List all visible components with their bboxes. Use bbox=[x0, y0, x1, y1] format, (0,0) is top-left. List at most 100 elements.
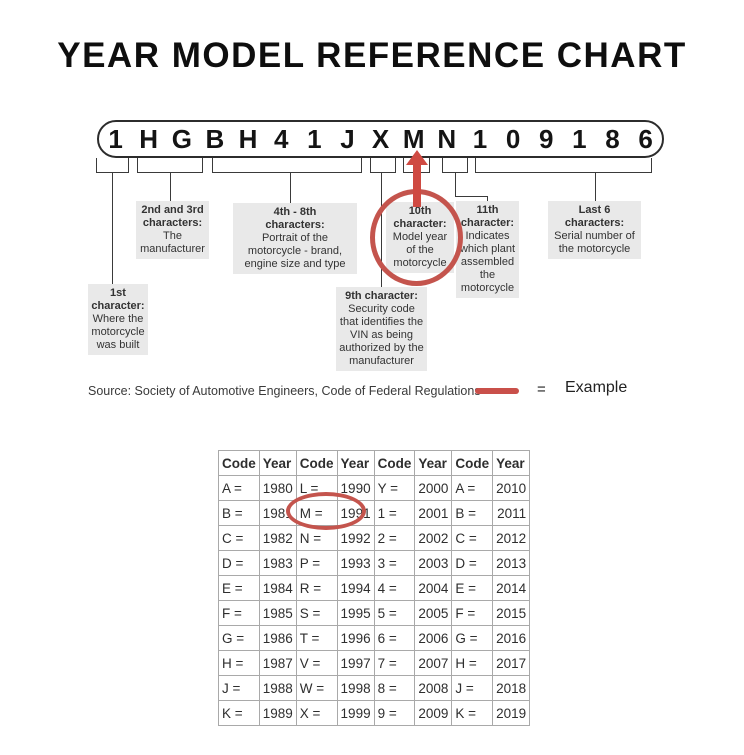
code-cell: 2 = bbox=[373, 525, 416, 551]
year-cell: 2012 bbox=[492, 525, 531, 551]
bracket-last-6 bbox=[475, 158, 652, 173]
label-body: Portrait of the motorcycle - brand, engi… bbox=[244, 232, 346, 270]
bracket-4th-8th bbox=[212, 158, 362, 173]
year-cell: 1985 bbox=[258, 600, 297, 626]
year-cell: 2005 bbox=[414, 600, 453, 626]
table-row: A = 1980 L = 1990 Y = 2000 A = 2010 bbox=[218, 475, 531, 501]
code-cell: T = bbox=[295, 625, 338, 651]
table-row: E = 1984 R = 1994 4 = 2004 E = 2014 bbox=[218, 575, 531, 601]
year-cell: 1992 bbox=[336, 525, 375, 551]
vin-character: 9 bbox=[538, 124, 554, 154]
year-cell: 2015 bbox=[492, 600, 531, 626]
code-cell: E = bbox=[451, 575, 494, 601]
year-cell: 2011 bbox=[492, 500, 531, 526]
vin-character: N bbox=[437, 124, 457, 154]
year-cell: 2006 bbox=[414, 625, 453, 651]
table-header-cell: Year bbox=[414, 450, 453, 476]
bracket-1st bbox=[96, 158, 129, 173]
year-cell: 1997 bbox=[336, 650, 375, 676]
year-cell: 1999 bbox=[336, 700, 375, 726]
connector-11th-elbow bbox=[455, 196, 488, 197]
example-line-swatch-icon bbox=[475, 388, 519, 394]
code-cell: 1 = bbox=[373, 500, 416, 526]
year-cell: 1983 bbox=[258, 550, 297, 576]
year-cell: 1980 bbox=[258, 475, 297, 501]
year-cell: 2013 bbox=[492, 550, 531, 576]
code-cell: A = bbox=[218, 475, 260, 501]
year-cell: 2007 bbox=[414, 650, 453, 676]
bracket-9th bbox=[370, 158, 396, 173]
code-cell: X = bbox=[295, 700, 338, 726]
code-cell: 3 = bbox=[373, 550, 416, 576]
label-box-4th-8th: 4th - 8th characters: Portrait of the mo… bbox=[233, 203, 357, 274]
year-cell: 1996 bbox=[336, 625, 375, 651]
connector-1st bbox=[112, 172, 113, 285]
label-box-9th: 9th character: Security code that identi… bbox=[336, 287, 427, 371]
code-cell: J = bbox=[218, 675, 260, 701]
vin-character: X bbox=[371, 124, 390, 154]
source-text: Source: Society of Automotive Engineers,… bbox=[88, 384, 481, 398]
connector-11th-vertical bbox=[455, 172, 456, 197]
code-cell: W = bbox=[295, 675, 338, 701]
code-cell: V = bbox=[295, 650, 338, 676]
label-heading: 1st character: bbox=[91, 287, 145, 312]
vin-character: 6 bbox=[638, 124, 653, 154]
vin-character: M bbox=[402, 124, 425, 154]
code-cell: 7 = bbox=[373, 650, 416, 676]
year-cell: 1984 bbox=[258, 575, 297, 601]
vin-character: 0 bbox=[505, 124, 521, 154]
year-cell: 1982 bbox=[258, 525, 297, 551]
year-cell: 1986 bbox=[258, 625, 297, 651]
vin-character: 4 bbox=[273, 124, 289, 154]
code-cell: B = bbox=[218, 500, 260, 526]
code-cell: A = bbox=[451, 475, 494, 501]
label-body: The manufacturer bbox=[140, 230, 205, 255]
table-row: H = 1987 V = 1997 7 = 2007 H = 2017 bbox=[218, 650, 531, 676]
code-cell: D = bbox=[451, 550, 494, 576]
year-cell: 2014 bbox=[492, 575, 531, 601]
table-header-row: Code Year Code Year Code Year Code Year bbox=[218, 450, 531, 476]
label-box-1st: 1st character: Where the motorcycle was … bbox=[88, 284, 148, 355]
table-header-cell: Code bbox=[451, 450, 494, 476]
label-heading: Last 6 characters: bbox=[564, 204, 625, 229]
code-cell: D = bbox=[218, 550, 260, 576]
bracket-11th bbox=[442, 158, 468, 173]
connector-4th-8th bbox=[290, 172, 291, 204]
year-cell: 2008 bbox=[414, 675, 453, 701]
code-cell: F = bbox=[451, 600, 494, 626]
year-cell: 1987 bbox=[258, 650, 297, 676]
label-heading: 4th - 8th characters: bbox=[265, 206, 325, 231]
legend-label: Example bbox=[565, 379, 628, 396]
year-cell: 1993 bbox=[336, 550, 375, 576]
year-cell: 1995 bbox=[336, 600, 375, 626]
label-heading: 2nd and 3rd characters: bbox=[141, 204, 204, 229]
label-box-11th: 11th character: Indicates which plant as… bbox=[456, 201, 519, 298]
vin-character: H bbox=[238, 124, 258, 154]
vin-character: G bbox=[171, 124, 192, 154]
code-cell: C = bbox=[218, 525, 260, 551]
code-cell: 6 = bbox=[373, 625, 416, 651]
code-cell: J = bbox=[451, 675, 494, 701]
legend-equals: = bbox=[537, 381, 546, 398]
year-cell: 1989 bbox=[258, 700, 297, 726]
label-box-2nd-3rd: 2nd and 3rd characters: The manufacturer bbox=[136, 201, 209, 259]
table-row: B = 1981 M = 1991 1 = 2001 B = 2011 bbox=[218, 500, 531, 526]
code-cell: Y = bbox=[373, 475, 416, 501]
table-header-cell: Year bbox=[258, 450, 297, 476]
vin-character: B bbox=[205, 124, 225, 154]
year-cell: 1988 bbox=[258, 675, 297, 701]
code-cell: K = bbox=[218, 700, 260, 726]
year-cell: 2000 bbox=[414, 475, 453, 501]
year-cell: 2001 bbox=[414, 500, 453, 526]
code-cell: E = bbox=[218, 575, 260, 601]
vin-character: 1 bbox=[472, 124, 488, 154]
code-cell: H = bbox=[218, 650, 260, 676]
year-cell: 2002 bbox=[414, 525, 453, 551]
label-box-last-6: Last 6 characters: Serial number of the … bbox=[548, 201, 641, 259]
year-cell: 1998 bbox=[336, 675, 375, 701]
year-cell: 2010 bbox=[492, 475, 531, 501]
table-header-cell: Year bbox=[336, 450, 375, 476]
table-header-cell: Year bbox=[492, 450, 531, 476]
code-cell: R = bbox=[295, 575, 338, 601]
